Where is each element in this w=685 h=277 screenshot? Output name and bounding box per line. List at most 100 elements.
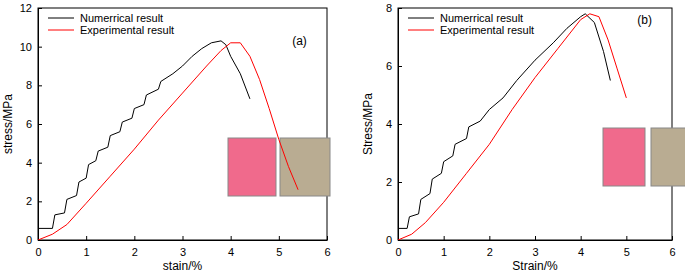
y-tick-label: 2	[386, 176, 392, 188]
x-tick: 5	[624, 236, 630, 258]
x-tick-label: 0	[395, 246, 401, 258]
legend-label: Experimental result	[440, 24, 534, 36]
y-tick-mark	[398, 182, 402, 183]
legend-item: Numerrical result	[408, 12, 523, 24]
legend: Numerrical resultExperimental result	[408, 12, 534, 36]
x-tick-mark	[626, 236, 627, 240]
legend-swatch	[408, 30, 434, 31]
y-tick: 6	[26, 118, 42, 130]
plot-lines	[398, 14, 626, 240]
y-tick-mark	[38, 8, 42, 9]
y-tick: 2	[386, 176, 402, 188]
inset-photo	[280, 138, 330, 196]
y-tick-label: 2	[26, 195, 32, 207]
y-tick: 4	[386, 118, 402, 130]
y-tick-label: 8	[26, 79, 32, 91]
y-tick-mark	[38, 47, 42, 48]
y-tick: 10	[20, 41, 42, 53]
series-line	[38, 43, 298, 240]
series-line	[38, 41, 250, 229]
plot-frame	[398, 8, 672, 240]
x-axis-title: Strain/%	[512, 259, 558, 273]
legend-label: Numerrical result	[80, 12, 163, 24]
y-tick: 0	[26, 234, 42, 246]
y-axis-title: Stress/MPa	[361, 93, 375, 155]
y-tick-label: 6	[386, 60, 392, 72]
x-tick: 6	[324, 236, 330, 258]
x-tick: 4	[228, 236, 234, 258]
y-tick: 8	[26, 79, 42, 91]
x-tick-label: 3	[532, 246, 538, 258]
x-tick-label: 5	[276, 246, 282, 258]
y-axis-title: stress/MPa	[1, 94, 15, 154]
x-tick: 2	[132, 236, 138, 258]
x-axis-line	[399, 240, 673, 241]
y-tick-label: 0	[386, 234, 392, 246]
x-tick: 1	[441, 236, 447, 258]
x-tick: 5	[276, 236, 282, 258]
y-tick: 6	[386, 60, 402, 72]
y-tick: 2	[26, 195, 42, 207]
x-tick-mark	[134, 236, 135, 240]
x-tick-mark	[444, 236, 445, 240]
y-tick-mark	[398, 66, 402, 67]
legend-swatch	[48, 30, 74, 31]
x-tick: 1	[84, 236, 90, 258]
y-tick: 8	[386, 2, 402, 14]
y-axis: 0 2 4 6 8	[386, 2, 402, 246]
x-tick-mark	[489, 236, 490, 240]
y-tick-mark	[398, 240, 402, 241]
x-tick-mark	[535, 236, 536, 240]
x-axis-line	[39, 240, 328, 241]
plot-lines	[38, 41, 298, 240]
panel-label: (b)	[637, 13, 652, 27]
y-tick-mark	[398, 8, 402, 9]
x-axis-title: stain/%	[163, 259, 203, 273]
x-tick-label: 1	[84, 246, 90, 258]
x-tick-label: 6	[669, 246, 675, 258]
x-tick: 6	[669, 236, 675, 258]
x-tick-label: 2	[487, 246, 493, 258]
x-tick-label: 6	[324, 246, 330, 258]
x-tick-mark	[183, 236, 184, 240]
legend-swatch	[48, 18, 74, 19]
y-tick-mark	[38, 201, 42, 202]
x-tick-label: 4	[578, 246, 584, 258]
panel: 0123456024681012stain/%stress/MPaNumerri…	[1, 2, 331, 273]
y-tick-mark	[38, 240, 42, 241]
y-tick-label: 4	[386, 118, 392, 130]
y-tick-mark	[38, 85, 42, 86]
y-tick-label: 10	[20, 41, 32, 53]
x-axis: 0123456	[35, 236, 330, 258]
x-tick-mark	[672, 236, 673, 240]
x-tick-mark	[581, 236, 582, 240]
y-axis: 0 2 4 6 8 10 12	[20, 2, 42, 246]
y-tick: 4	[26, 157, 42, 169]
y-tick-label: 4	[26, 157, 32, 169]
legend-item: Experimental result	[408, 24, 534, 36]
y-tick-label: 12	[20, 2, 32, 14]
x-axis: 0 1 2 3 4 5 6	[395, 236, 675, 258]
panel: 0 1 2 3 4 5 6 0 2 4 6 8 Strain/% Stress/MPa Numerrical…	[361, 2, 685, 273]
inset-photo	[651, 128, 685, 186]
x-tick: 4	[578, 236, 584, 258]
y-tick-mark	[38, 124, 42, 125]
legend-label: Numerrical result	[440, 12, 523, 24]
x-tick: 3	[532, 236, 538, 258]
series-line	[398, 14, 626, 240]
legend-label: Experimental result	[80, 24, 174, 36]
y-tick-mark	[398, 124, 402, 125]
figure: 0123456024681012stain/%stress/MPaNumerri…	[0, 0, 685, 277]
x-tick-mark	[231, 236, 232, 240]
x-tick-mark	[86, 236, 87, 240]
x-tick: 3	[180, 236, 186, 258]
x-tick-label: 3	[180, 246, 186, 258]
x-tick-mark	[279, 236, 280, 240]
inset-photo	[603, 128, 645, 186]
x-tick-label: 2	[132, 246, 138, 258]
legend-item: Numerrical result	[48, 12, 163, 24]
x-tick-label: 5	[624, 246, 630, 258]
y-tick: 0	[386, 234, 402, 246]
legend-item: Experimental result	[48, 24, 174, 36]
legend-swatch	[408, 18, 434, 19]
